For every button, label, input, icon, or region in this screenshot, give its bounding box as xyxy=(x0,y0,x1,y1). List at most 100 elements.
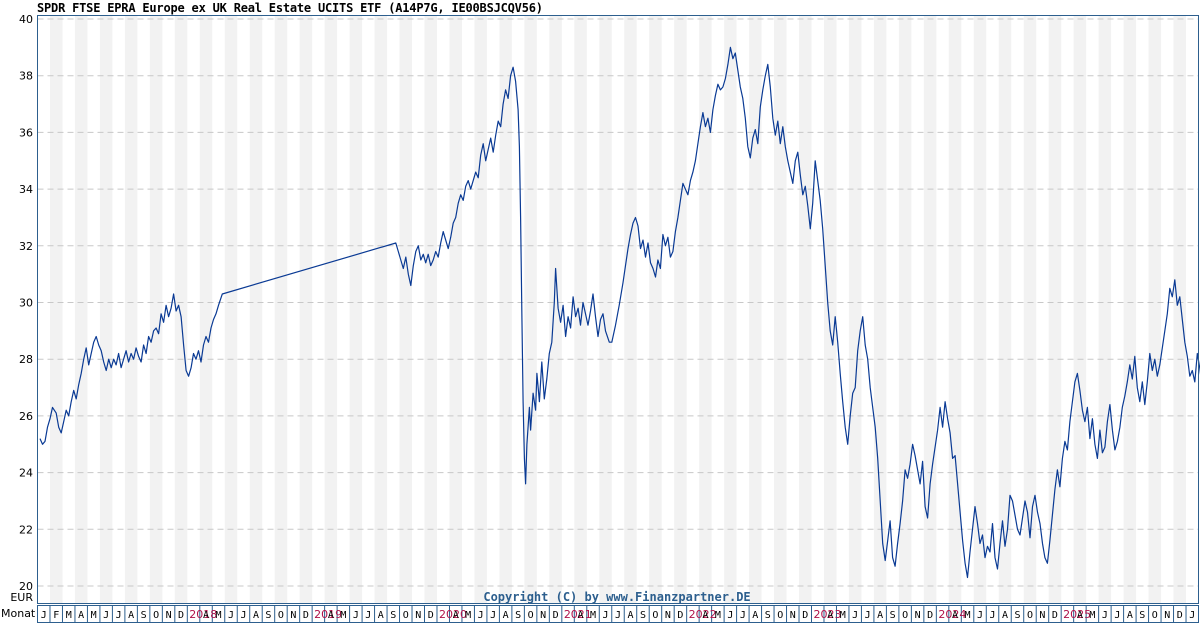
month-label: O xyxy=(1027,610,1033,621)
plot-border xyxy=(37,15,1199,604)
month-label: J xyxy=(615,610,621,621)
month-label: S xyxy=(890,610,896,621)
month-label: N xyxy=(290,610,296,621)
month-label: J xyxy=(865,610,871,621)
month-label: F xyxy=(53,610,59,621)
month-label: J xyxy=(977,610,983,621)
y-tick-label: 34 xyxy=(19,183,33,196)
month-label: J xyxy=(490,610,496,621)
month-label: J xyxy=(103,610,109,621)
month-label: S xyxy=(141,610,147,621)
month-label: J xyxy=(353,610,359,621)
month-label: A xyxy=(952,610,958,621)
month-label: O xyxy=(403,610,409,621)
month-label: A xyxy=(503,610,509,621)
month-label: N xyxy=(540,610,546,621)
month-label: J xyxy=(116,610,122,621)
year-label: 2018 xyxy=(189,608,217,621)
grid-lines xyxy=(37,18,1199,587)
y-tick-label: 32 xyxy=(19,240,33,253)
month-label: N xyxy=(665,610,671,621)
month-label: J xyxy=(478,610,484,621)
month-label: M xyxy=(590,610,596,621)
chart-title: SPDR FTSE EPRA Europe ex UK Real Estate … xyxy=(37,1,543,15)
month-label: J xyxy=(240,610,246,621)
year-label: 2020 xyxy=(439,608,467,621)
month-label: M xyxy=(91,610,97,621)
month-label: S xyxy=(265,610,271,621)
price-line xyxy=(39,46,1200,579)
month-label: D xyxy=(1052,610,1058,621)
month-label: A xyxy=(1127,610,1133,621)
month-label: J xyxy=(727,610,733,621)
month-label: S xyxy=(765,610,771,621)
month-label: A xyxy=(1002,610,1008,621)
month-label: M xyxy=(66,610,72,621)
month-label: N xyxy=(915,610,921,621)
month-label: M xyxy=(216,610,222,621)
month-label: N xyxy=(1039,610,1045,621)
year-label: 2021 xyxy=(564,608,592,621)
month-label: J xyxy=(603,610,609,621)
year-label: 2023 xyxy=(814,608,842,621)
month-label: O xyxy=(777,610,783,621)
y-axis-labels: 20 22 24 26 28 30 32 34 36 38 40 xyxy=(19,13,33,593)
month-label: A xyxy=(328,610,334,621)
month-label: A xyxy=(827,610,833,621)
month-label: J xyxy=(852,610,858,621)
month-label: D xyxy=(553,610,559,621)
month-label: J xyxy=(1114,610,1120,621)
month-label: M xyxy=(840,610,846,621)
month-label: N xyxy=(1164,610,1170,621)
month-label: J xyxy=(41,610,47,621)
month-label: M xyxy=(1089,610,1095,621)
month-label: N xyxy=(415,610,421,621)
month-label: O xyxy=(652,610,658,621)
month-label: A xyxy=(877,610,883,621)
month-label: D xyxy=(677,610,683,621)
month-label: J xyxy=(1189,610,1195,621)
month-label: J xyxy=(990,610,996,621)
y-tick-label: 30 xyxy=(19,297,33,310)
y-tick-label: 20 xyxy=(19,580,33,593)
month-label: S xyxy=(640,610,646,621)
y-tick-label: 24 xyxy=(19,467,33,480)
y-tick-label: 28 xyxy=(19,353,33,366)
year-label: 2024 xyxy=(938,608,966,621)
month-stripes xyxy=(49,16,1187,603)
month-label: J xyxy=(740,610,746,621)
month-label: D xyxy=(927,610,933,621)
month-label: O xyxy=(902,610,908,621)
month-label: M xyxy=(465,610,471,621)
month-label: D xyxy=(178,610,184,621)
month-label: A xyxy=(627,610,633,621)
month-label: A xyxy=(1077,610,1083,621)
month-label: A xyxy=(128,610,134,621)
month-label: A xyxy=(752,610,758,621)
month-label: S xyxy=(515,610,521,621)
month-label: A xyxy=(253,610,259,621)
month-label: O xyxy=(1152,610,1158,621)
month-label: J xyxy=(1102,610,1108,621)
month-label: D xyxy=(802,610,808,621)
y-tick-label: 36 xyxy=(19,126,33,139)
y-tick-label: 22 xyxy=(19,523,33,536)
year-label: 2022 xyxy=(689,608,717,621)
month-label: O xyxy=(153,610,159,621)
year-label: 2019 xyxy=(314,608,342,621)
month-label: M xyxy=(340,610,346,621)
month-label: A xyxy=(702,610,708,621)
y-tick-label: 38 xyxy=(19,70,33,83)
copyright-notice: Copyright (C) by www.Finanzpartner.DE xyxy=(483,590,750,604)
month-label: M xyxy=(715,610,721,621)
month-label: S xyxy=(1139,610,1145,621)
month-label: S xyxy=(1014,610,1020,621)
month-label: J xyxy=(365,610,371,621)
month-row-label: Monat xyxy=(1,607,36,620)
month-label: M xyxy=(965,610,971,621)
y-tick-label: 26 xyxy=(19,410,33,423)
month-label: O xyxy=(528,610,534,621)
year-label: 2025 xyxy=(1063,608,1091,621)
month-label: S xyxy=(390,610,396,621)
